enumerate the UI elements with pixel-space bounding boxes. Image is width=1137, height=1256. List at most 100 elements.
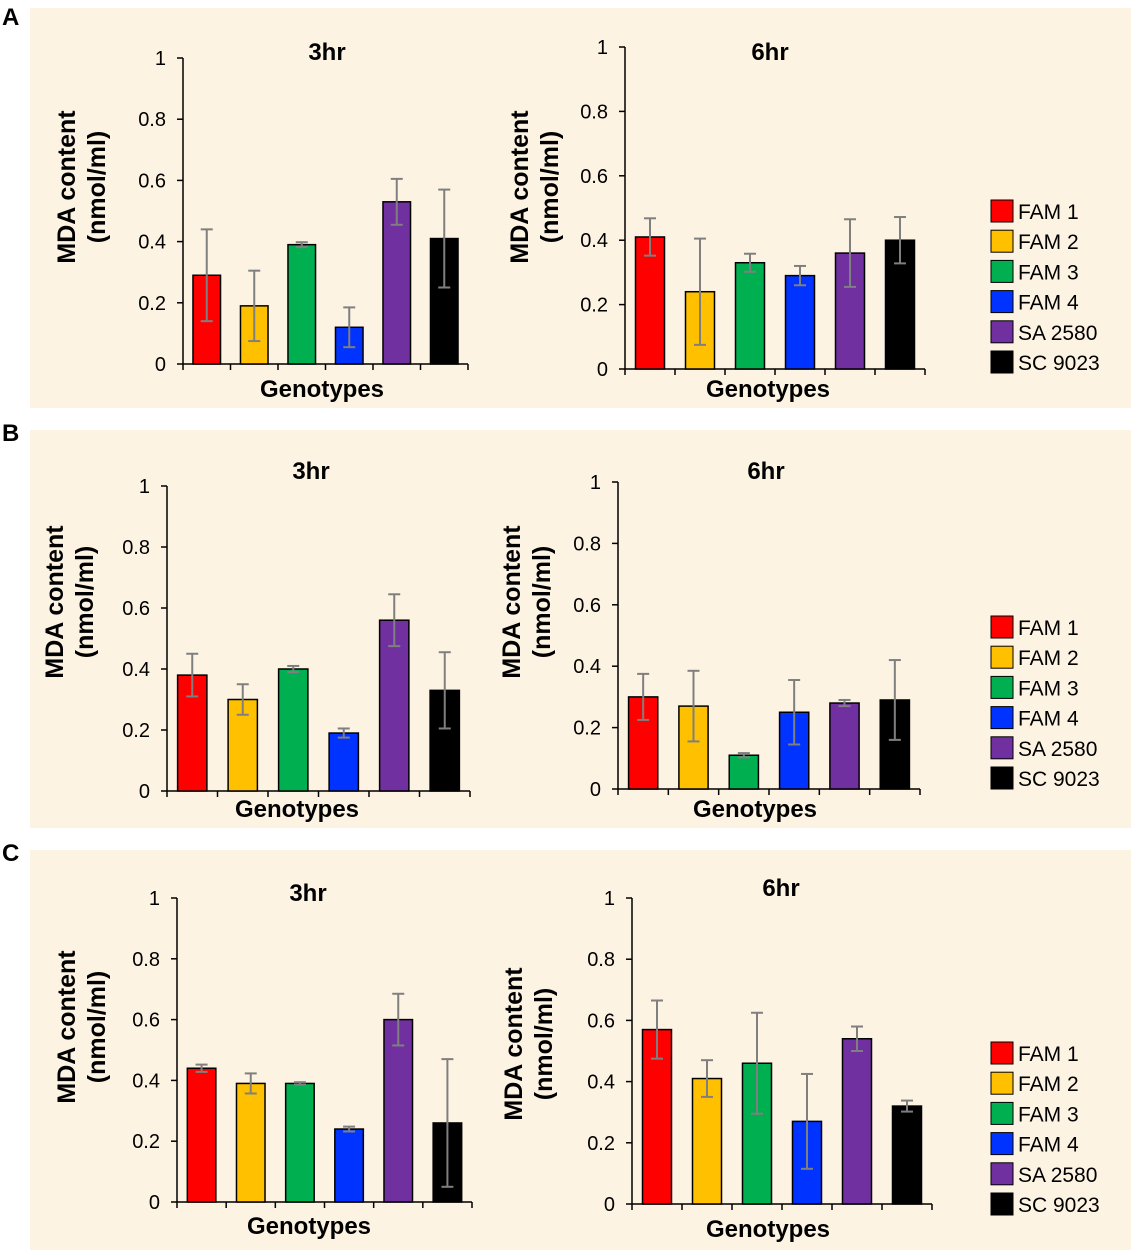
chart-title: 3hr — [292, 458, 329, 485]
legend-label: SC 9023 — [1018, 352, 1100, 375]
y-tick-label: 0 — [155, 354, 166, 376]
y-tick-label: 0 — [149, 1192, 160, 1214]
y-axis-label: MDA content(nmol/ml) — [498, 525, 556, 679]
bar-fam-3 — [728, 754, 760, 790]
y-tick-label: 0.4 — [587, 1072, 615, 1094]
panel-letter-a: A — [2, 4, 20, 31]
y-axis-label-line: (nmol/ml) — [536, 131, 564, 244]
legend-a: FAM 1 FAM 2 FAM 3 FAM 4 SA 2580 SC 9023 — [990, 199, 1100, 375]
y-axis-label-line: MDA content — [53, 950, 81, 1104]
y-axis-label: MDA content(nmol/ml) — [53, 110, 111, 264]
y-tick-label: 0.6 — [580, 166, 608, 188]
y-tick-label: 0.4 — [580, 230, 608, 252]
y-tick-label: 1 — [139, 476, 150, 498]
y-axis-label-line: (nmol/ml) — [71, 546, 99, 659]
y-tick-label: 0.2 — [580, 295, 608, 317]
chart-a-6hr: 0 0.2 0.4 0.6 0.8 1 6hr Genotypes MDA content(nm… — [506, 37, 926, 403]
legend-label: FAM 4 — [1018, 1134, 1079, 1157]
x-axis-label: Genotypes — [706, 1216, 830, 1243]
bar-fam-4 — [328, 732, 360, 792]
legend-swatch — [990, 766, 1014, 790]
legend-swatch — [990, 290, 1014, 314]
x-axis-label: Genotypes — [693, 796, 817, 823]
legend-swatch — [990, 1101, 1014, 1125]
y-tick-label: 0.6 — [587, 1010, 615, 1032]
chart-c-6hr: 0 0.2 0.4 0.6 0.8 1 6hr Genotypes MDA content(nm… — [500, 875, 933, 1243]
legend-label: SA 2580 — [1018, 738, 1097, 761]
y-axis-label: MDA content(nmol/ml) — [41, 525, 99, 679]
legend-swatch — [990, 1132, 1014, 1156]
panel-letter-c: C — [2, 840, 20, 867]
legend-label: FAM 3 — [1018, 677, 1079, 700]
legend-label: FAM 1 — [1018, 617, 1079, 640]
y-tick-label: 0.2 — [132, 1131, 160, 1153]
legend-label: FAM 4 — [1018, 708, 1079, 731]
y-tick-label: 0.2 — [122, 720, 150, 742]
legend-swatch — [990, 1071, 1014, 1095]
panel-letter-b: B — [2, 420, 20, 447]
y-tick-label: 0 — [139, 781, 150, 803]
y-tick-label: 0.2 — [587, 1133, 615, 1155]
bar-fam-3 — [277, 668, 309, 792]
bar-sa-2580 — [378, 619, 410, 792]
legend-label: FAM 2 — [1018, 231, 1079, 254]
y-tick-label: 0.8 — [573, 533, 601, 555]
y-tick-label: 0 — [590, 779, 601, 801]
bar-fam-4 — [784, 274, 816, 370]
y-tick-label: 0.2 — [138, 293, 166, 315]
chart-title: 6hr — [747, 458, 784, 485]
legend-swatch — [990, 675, 1014, 699]
y-tick-label: 1 — [604, 888, 615, 910]
legend-label: FAM 2 — [1018, 1073, 1079, 1096]
chart-title: 3hr — [289, 880, 326, 907]
legend-swatch — [990, 706, 1014, 730]
bar-fam-1 — [634, 236, 666, 370]
bar-sa-2580 — [382, 201, 412, 365]
y-tick-label: 1 — [597, 37, 608, 59]
legend-label: SA 2580 — [1018, 1164, 1097, 1187]
bar-fam-3 — [284, 1082, 315, 1203]
chart-title: 3hr — [308, 39, 345, 66]
y-axis-label-line: MDA content — [41, 525, 69, 679]
bar-fam-2 — [691, 1077, 723, 1205]
bar-sa-2580 — [841, 1038, 873, 1205]
y-tick-label: 1 — [155, 48, 166, 70]
legend-swatch — [990, 259, 1014, 283]
y-tick-label: 0.4 — [573, 656, 601, 678]
y-axis-label-line: MDA content — [498, 525, 526, 679]
legend-label: SC 9023 — [1018, 1194, 1100, 1217]
legend-swatch — [990, 350, 1014, 374]
legend-label: SC 9023 — [1018, 768, 1100, 791]
y-axis-label: MDA content(nmol/ml) — [506, 110, 564, 264]
legend-label: FAM 1 — [1018, 1043, 1079, 1066]
y-tick-label: 0.6 — [138, 170, 166, 192]
bar-sa-2580 — [829, 702, 860, 790]
x-axis-label: Genotypes — [247, 1213, 371, 1240]
legend-label: SA 2580 — [1018, 322, 1097, 345]
y-axis-label-line: (nmol/ml) — [83, 971, 111, 1084]
x-axis-label: Genotypes — [235, 796, 359, 823]
bar-fam-1 — [627, 696, 659, 790]
legend-label: FAM 2 — [1018, 647, 1079, 670]
bar-sc-9023 — [891, 1105, 923, 1205]
y-axis-label-line: (nmol/ml) — [528, 546, 556, 659]
bar-fam-3 — [287, 243, 317, 365]
bar-sa-2580 — [383, 1018, 414, 1203]
y-axis-label-line: MDA content — [53, 110, 81, 264]
chart-title: 6hr — [751, 39, 788, 66]
y-tick-label: 0 — [597, 359, 608, 381]
legend-swatch — [990, 199, 1014, 223]
legend-label: FAM 3 — [1018, 1103, 1079, 1126]
legend-swatch — [990, 1041, 1014, 1065]
bar-fam-4 — [334, 1128, 365, 1203]
y-tick-label: 0.4 — [132, 1070, 160, 1092]
chart-a-3hr: 0 0.2 0.4 0.6 0.8 1 3hr Genotypes MDA content(nm… — [53, 39, 469, 403]
legend-swatch — [990, 1192, 1014, 1216]
legend-label: FAM 4 — [1018, 292, 1079, 315]
y-axis-label: MDA content(nmol/ml) — [500, 967, 558, 1121]
y-tick-label: 0.4 — [138, 232, 166, 254]
y-tick-label: 1 — [590, 472, 601, 494]
legend-swatch — [990, 229, 1014, 253]
y-tick-label: 0 — [604, 1194, 615, 1216]
